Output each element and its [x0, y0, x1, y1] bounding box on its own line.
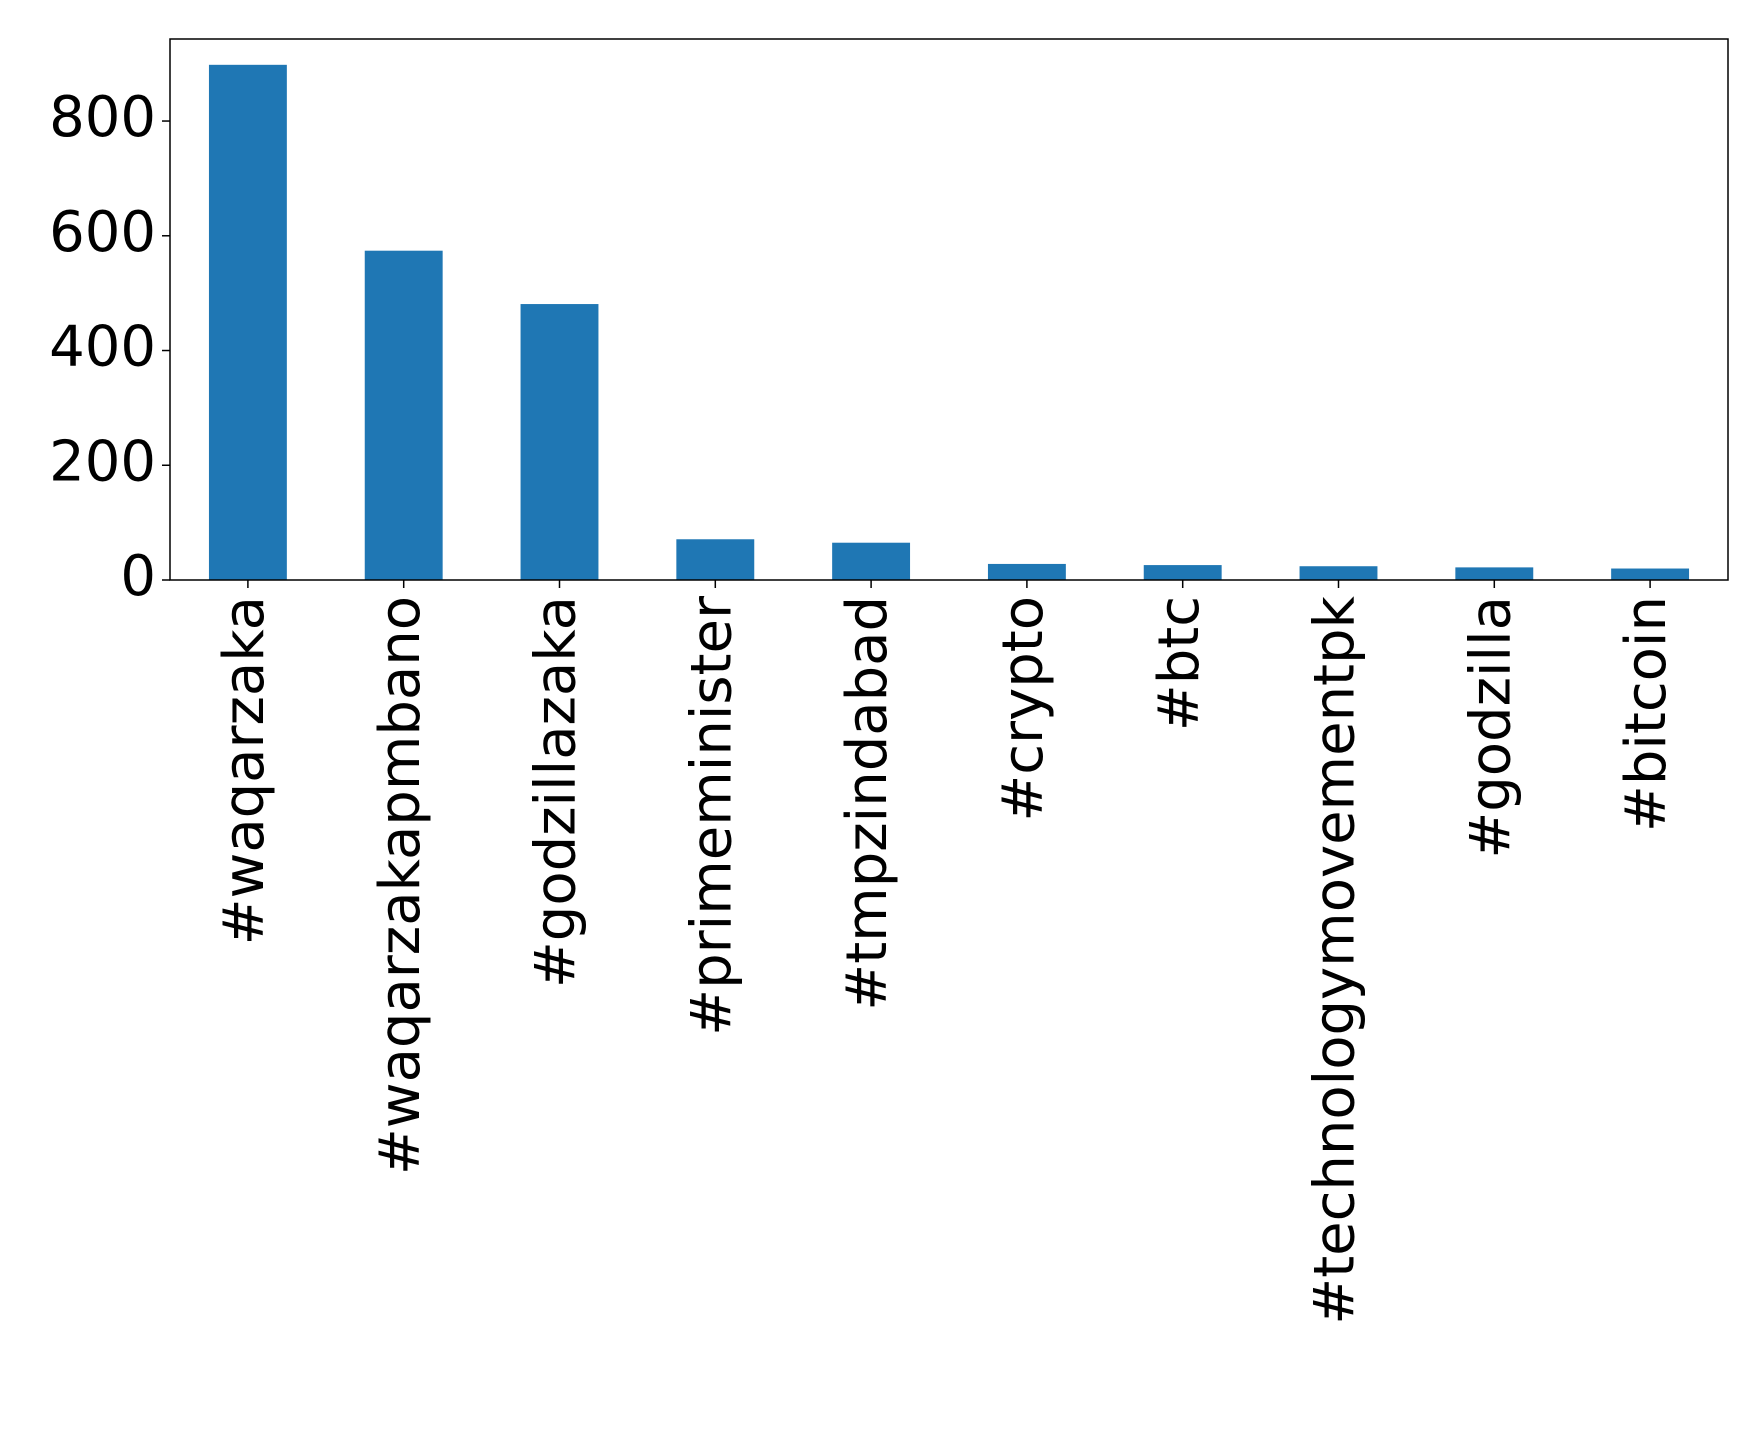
x-tick-label: #godzillazaka [524, 596, 589, 988]
bar [987, 563, 1066, 580]
bar [676, 539, 755, 580]
x-tick-label: #tmpzindabad [835, 596, 900, 1011]
bar [832, 542, 911, 580]
bar [1611, 568, 1690, 580]
bar [364, 250, 443, 580]
bar [1143, 565, 1222, 580]
x-tick-label: #waqarzaka [212, 596, 277, 945]
plot-frame [169, 38, 1729, 581]
x-tick-label: #primeminister [679, 595, 744, 1036]
x-tick-label: #bitcoin [1614, 596, 1679, 832]
y-tick-label: 400 [49, 315, 156, 380]
x-tick-label: #crypto [991, 596, 1056, 822]
bar [208, 64, 287, 581]
x-tick-label: #technologymovementpk [1303, 595, 1368, 1324]
y-tick-label: 200 [49, 429, 156, 494]
bar [1455, 567, 1534, 580]
x-tick-label: #waqarzakapmbano [368, 596, 433, 1175]
x-tick-label: #btc [1147, 596, 1212, 731]
bar [1299, 566, 1378, 580]
y-tick-label: 800 [49, 85, 156, 150]
y-tick-label: 600 [49, 200, 156, 265]
y-tick-label: 0 [120, 544, 156, 609]
x-tick-label: #godzilla [1458, 596, 1523, 859]
bar [520, 304, 599, 580]
